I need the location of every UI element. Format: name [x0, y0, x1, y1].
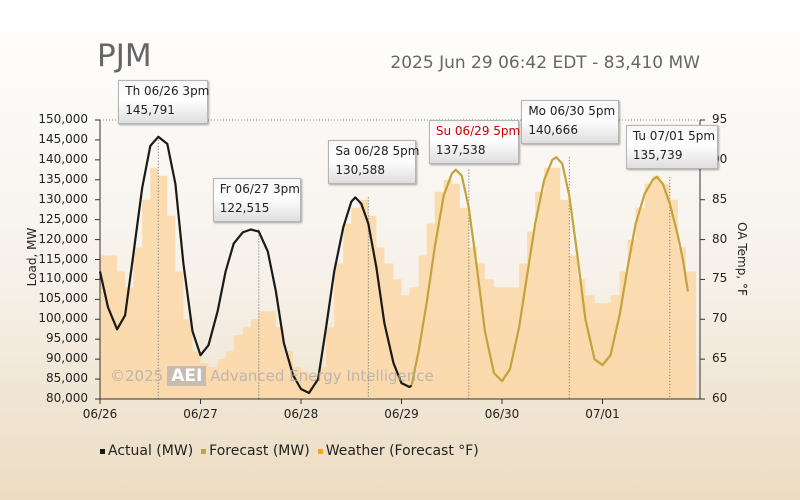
y-tick-label-left: 100,000 — [38, 311, 88, 326]
x-tick-label: 06/27 — [183, 407, 218, 421]
y-tick-label-right: 65 — [712, 351, 728, 366]
peak-callout-label: Tu 07/01 5pm — [632, 128, 716, 143]
peak-callout-value: 122,515 — [219, 200, 270, 215]
legend-swatch — [100, 448, 105, 454]
peak-callout: Tu 07/01 5pm 135,739 — [625, 124, 718, 169]
weather-forecast-area — [100, 167, 696, 399]
y-tick-label-right: 70 — [712, 311, 728, 326]
peak-callout-value: 130,588 — [335, 163, 385, 178]
y-tick-label-left: 125,000 — [38, 211, 88, 226]
peak-callout-label: Sa 06/28 5pm — [335, 144, 420, 159]
y-tick-label-left: 130,000 — [38, 191, 88, 206]
peak-callout-value: 135,739 — [632, 147, 683, 162]
y-tick-label-right: 95 — [712, 112, 728, 126]
watermark-prefix: ©2025 — [110, 367, 164, 385]
y-tick-label-right: 60 — [712, 391, 728, 405]
y-tick-label-left: 80,000 — [46, 391, 88, 405]
peak-callout-label: Su 06/29 5pm — [435, 123, 521, 138]
peak-callout-value: 140,666 — [528, 123, 578, 138]
chart-legend: Actual (MW) Forecast (MW) Weather (Forecas… — [100, 443, 487, 459]
y-tick-label-left: 85,000 — [46, 371, 88, 386]
peak-callout: Th 06/26 3pm 145,791 — [118, 79, 210, 124]
x-tick-label: 06/29 — [384, 407, 419, 421]
y-tick-label-left: 120,000 — [38, 231, 88, 246]
x-tick-label: 06/26 — [82, 407, 118, 421]
watermark: ©2025 AEI Advanced Energy Intelligence — [110, 366, 434, 386]
y-tick-label-left: 105,000 — [38, 291, 88, 306]
y-tick-label-right: 75 — [712, 271, 728, 286]
legend-item: Actual (MW) — [100, 443, 193, 459]
y-tick-label-left: 115,000 — [38, 251, 88, 266]
peak-callout: Mo 06/30 5pm 140,666 — [521, 100, 620, 145]
y-tick-label-left: 90,000 — [46, 351, 88, 366]
watermark-text: Advanced Energy Intelligence — [210, 367, 434, 385]
forecast-load-line — [410, 156, 689, 386]
x-tick-label: 07/01 — [585, 407, 620, 421]
peak-callout: Sa 06/28 5pm 130,588 — [328, 140, 420, 185]
y-axis-label-right: OA Temp, °F — [735, 222, 749, 296]
forecast-line-layer — [410, 156, 689, 386]
weather-area-layer — [100, 167, 696, 399]
y-tick-label-left: 150,000 — [38, 112, 88, 126]
y-tick-label-left: 140,000 — [38, 151, 88, 166]
y-tick-label-left: 145,000 — [38, 131, 88, 146]
peak-callout-value: 145,791 — [125, 102, 175, 117]
actual-load-line — [98, 135, 413, 395]
peak-callout-label: Th 06/26 3pm — [125, 83, 210, 98]
peak-callout-label: Mo 06/30 5pm — [528, 104, 616, 119]
legend-item: Weather (Forecast °F) — [317, 443, 479, 459]
legend-swatch — [201, 448, 207, 454]
peak-callout: Su 06/29 5pm 137,538 — [428, 119, 521, 164]
peak-callout-label: Fr 06/27 3pm — [219, 181, 300, 196]
chart-title: PJM — [97, 38, 152, 74]
y-tick-label-right: 85 — [712, 191, 728, 206]
legend-swatch — [317, 448, 323, 454]
x-tick-label: 06/28 — [283, 407, 319, 421]
x-tick-label: 06/30 — [484, 407, 520, 421]
legend-label: Weather (Forecast °F) — [325, 443, 479, 459]
watermark-logo: AEI — [167, 366, 207, 386]
peak-callout: Fr 06/27 3pm 122,515 — [212, 177, 301, 222]
legend-item: Forecast (MW) — [201, 443, 310, 459]
chart-subtitle: 2025 Jun 29 06:42 EDT - 83,410 MW — [390, 53, 700, 73]
y-tick-label-left: 95,000 — [46, 331, 88, 346]
y-tick-label-left: 110,000 — [38, 271, 88, 286]
legend-label: Forecast (MW) — [209, 443, 310, 459]
y-tick-label-left: 135,000 — [38, 171, 88, 186]
legend-label: Actual (MW) — [108, 443, 194, 459]
actual-line-layer — [98, 135, 413, 395]
peak-callout-value: 137,538 — [435, 142, 486, 157]
y-tick-label-right: 80 — [712, 231, 728, 246]
